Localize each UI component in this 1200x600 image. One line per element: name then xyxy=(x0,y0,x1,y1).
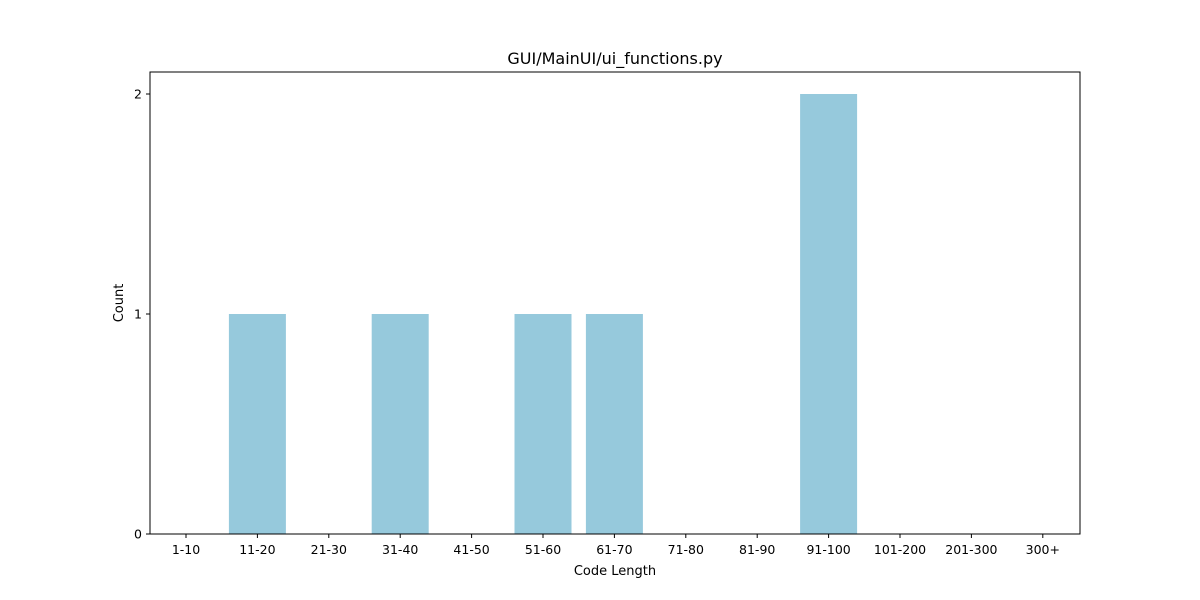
x-tick-label: 1-10 xyxy=(172,542,200,557)
bar-91-100 xyxy=(800,94,857,534)
chart-title: GUI/MainUI/ui_functions.py xyxy=(507,49,722,69)
bar-11-20 xyxy=(229,314,286,534)
x-tick-label: 81-90 xyxy=(739,542,775,557)
x-tick-label: 300+ xyxy=(1026,542,1060,557)
x-axis-ticks: 1-10 11-20 21-30 31-40 41-50 51-60 61-70 71-80 8… xyxy=(172,534,1060,557)
x-tick-label: 41-50 xyxy=(453,542,489,557)
x-tick-label: 201-300 xyxy=(945,542,997,557)
x-axis-label: Code Length xyxy=(574,564,656,579)
x-tick-label: 11-20 xyxy=(239,542,275,557)
x-tick-label: 91-100 xyxy=(806,542,850,557)
x-tick-label: 61-70 xyxy=(596,542,632,557)
x-tick-label: 21-30 xyxy=(311,542,347,557)
y-tick-label: 0 xyxy=(134,527,142,542)
bar-61-70 xyxy=(586,314,643,534)
x-tick-label: 71-80 xyxy=(668,542,704,557)
x-tick-label: 101-200 xyxy=(874,542,926,557)
y-tick-label: 2 xyxy=(134,87,142,102)
x-tick-label: 51-60 xyxy=(525,542,561,557)
bars-group xyxy=(229,94,857,534)
x-tick-label: 31-40 xyxy=(382,542,418,557)
bar-31-40 xyxy=(372,314,429,534)
bar-51-60 xyxy=(515,314,572,534)
y-axis-ticks: 0 1 2 xyxy=(134,87,150,542)
y-axis-label: Count xyxy=(112,284,127,323)
y-tick-label: 1 xyxy=(134,307,142,322)
